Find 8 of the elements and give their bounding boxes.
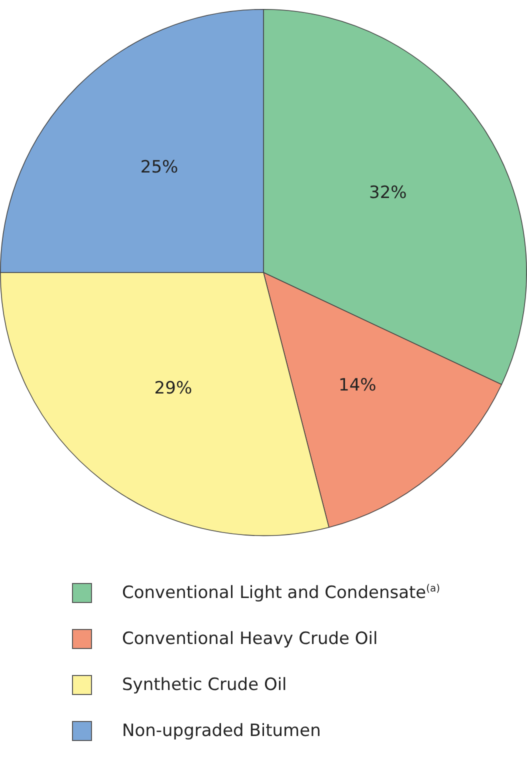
data-label: 29% — [154, 378, 192, 398]
legend-label: Conventional Light and Condensate$^{(a)}$ — [122, 583, 440, 603]
data-label: 25% — [140, 158, 178, 178]
data-label: 32% — [369, 182, 407, 203]
legend-label: Synthetic Crude Oil — [122, 675, 287, 695]
legend-label: Conventional Heavy Crude Oil — [122, 629, 378, 649]
legend-label: Non-upgraded Bitumen — [122, 721, 321, 741]
data-label: 14% — [338, 375, 376, 396]
